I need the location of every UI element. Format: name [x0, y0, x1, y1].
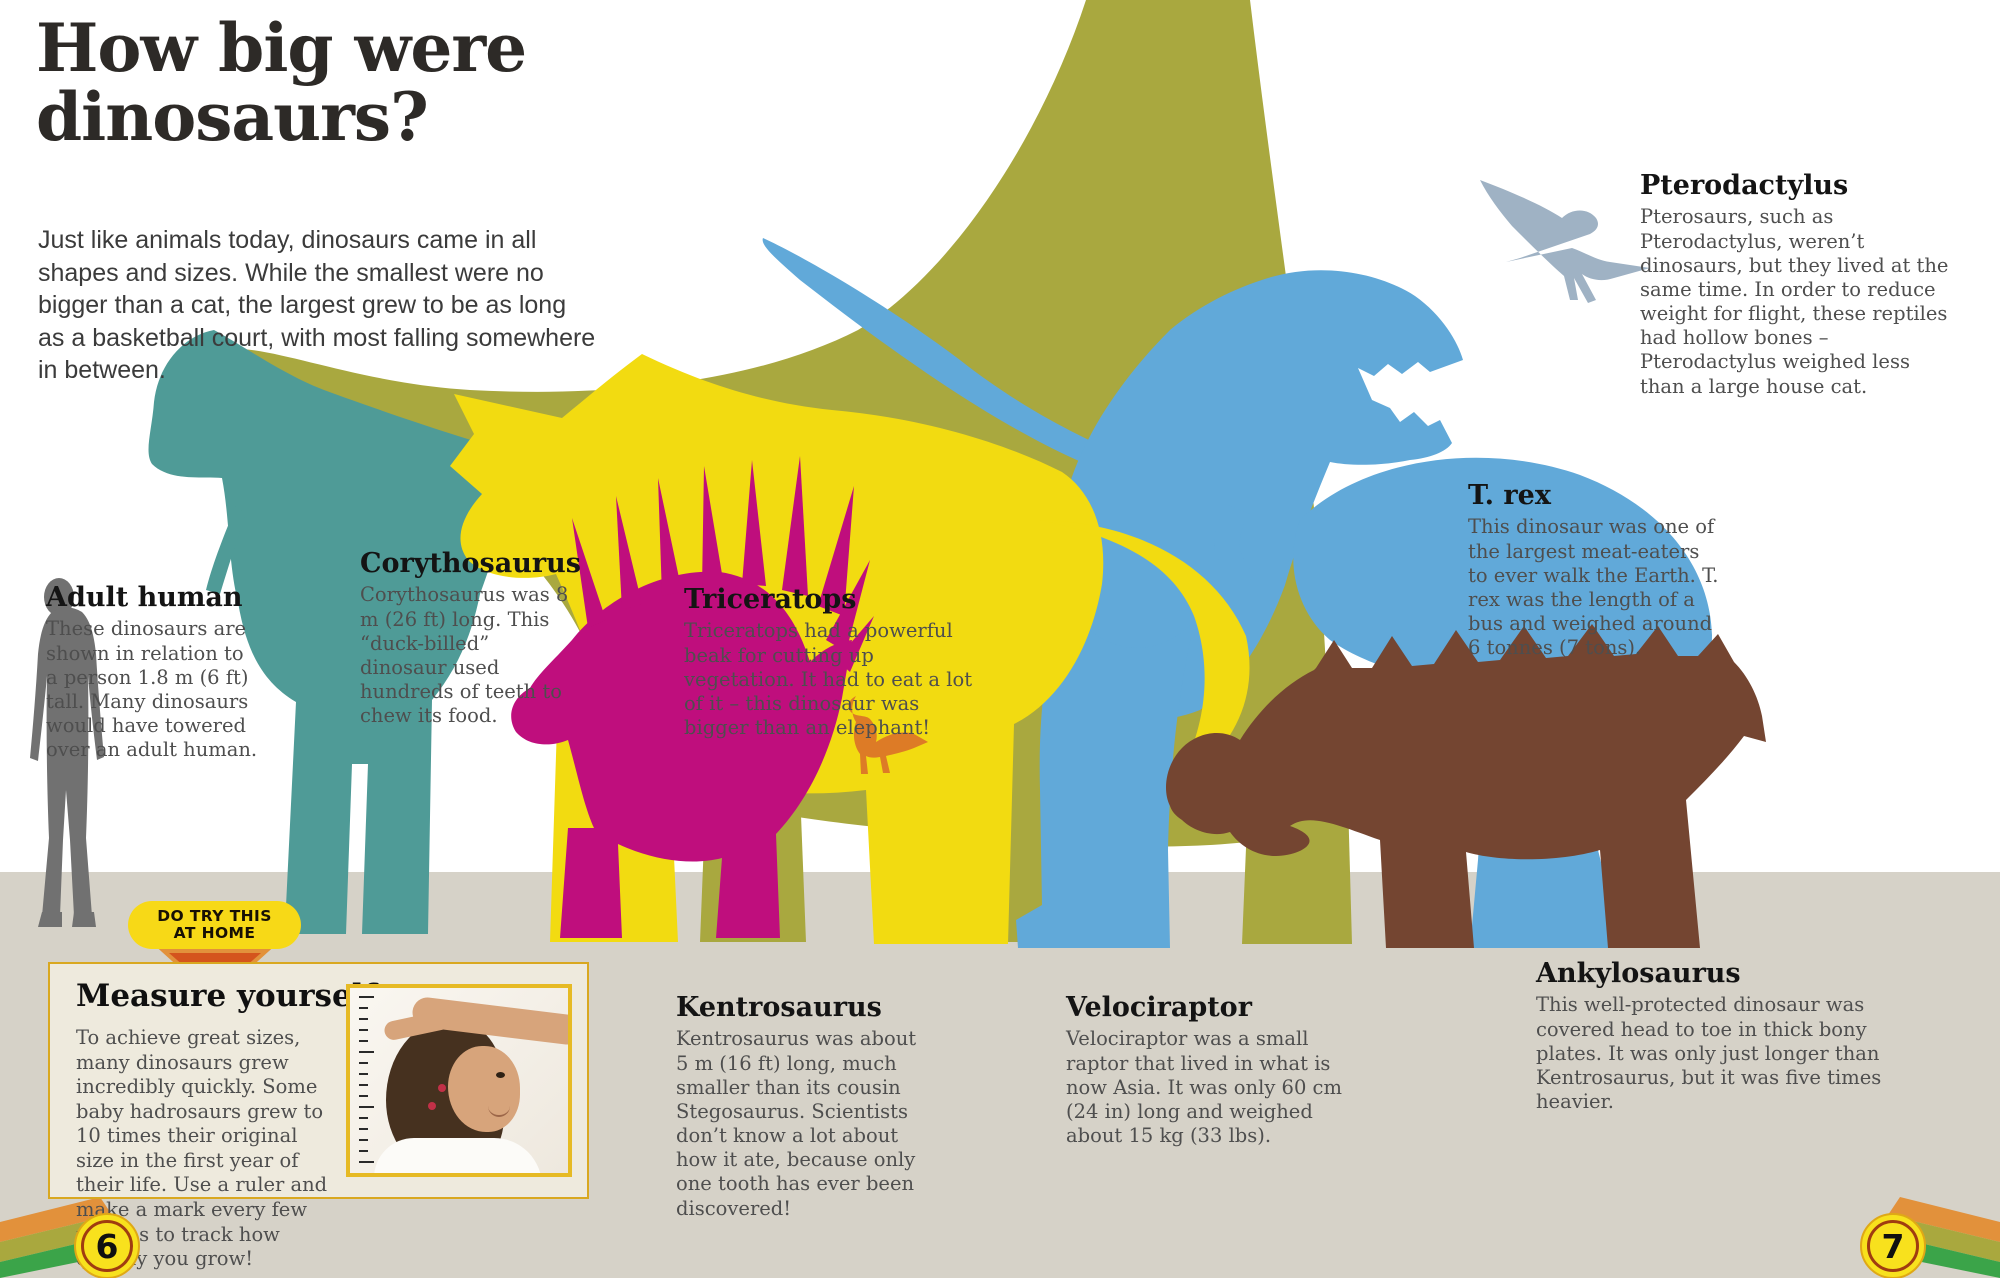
label-ankylosaurus: Ankylosaurus This well-protected dinosau… [1536, 958, 1910, 1114]
page-title: How big were dinosaurs? [36, 9, 527, 157]
label-pterodactylus-text: Pterosaurs, such as Pterodactylus, weren… [1640, 205, 1949, 398]
banner-line-2: AT HOME [173, 924, 256, 942]
label-ankylosaurus-text: This well-protected dinosaur was covered… [1536, 993, 1882, 1114]
banner-line-1: DO TRY THIS [157, 906, 272, 925]
velociraptor-silhouette [848, 696, 928, 774]
girl-shirt [374, 1138, 542, 1173]
label-triceratops-text: Triceratops had a powerful beak for cutt… [684, 619, 973, 740]
label-corythosaurus-text: Corythosaurus was 8 m (26 ft) long. This… [360, 583, 569, 728]
label-velociraptor-title: Velociraptor [1066, 992, 1252, 1023]
corner-stripe-orange-left [0, 1197, 112, 1242]
ruler-long-ticks [359, 996, 374, 1165]
label-corythosaurus-title: Corythosaurus [360, 548, 581, 579]
label-triceratops-title: Triceratops [684, 584, 857, 615]
activity-text: To achieve great sizes, many dinosaurs g… [76, 1026, 328, 1271]
badge-ring [81, 1220, 133, 1272]
page-number-badge-left: 6 [74, 1213, 140, 1278]
label-velociraptor-text: Velociraptor was a small raptor that liv… [1066, 1027, 1342, 1148]
label-ankylosaurus-title: Ankylosaurus [1536, 958, 1741, 989]
girl-eye [496, 1072, 505, 1078]
hair-clip [428, 1102, 436, 1110]
pterodactylus-silhouette [1480, 180, 1650, 303]
label-pterodactylus: Pterodactylus Pterosaurs, such as Pterod… [1640, 170, 1954, 399]
label-corythosaurus: Corythosaurus Corythosaurus was 8 m (26 … [360, 548, 581, 728]
corner-stripe-orange-right [1888, 1197, 2000, 1242]
girl-face [448, 1046, 520, 1132]
ankylosaurus-silhouette [1166, 624, 1766, 948]
label-kentrosaurus-text: Kentrosaurus was about 5 m (16 ft) long,… [676, 1027, 917, 1220]
label-triceratops: Triceratops Triceratops had a powerful b… [684, 584, 986, 740]
intro-paragraph: Just like animals today, dinosaurs came … [38, 226, 596, 384]
badge-ring [1867, 1220, 1919, 1272]
do-try-this-banner: DO TRY THIS AT HOME [128, 901, 301, 949]
page-number-badge-right: 7 [1860, 1213, 1926, 1278]
label-adult-human: Adult human These dinosaurs are shown in… [46, 582, 261, 762]
label-t-rex: T. rex This dinosaur was one of the larg… [1468, 480, 1720, 660]
adult-human-silhouette [30, 578, 104, 927]
corythosaurus-silhouette [148, 330, 515, 934]
kentrosaurus-silhouette [511, 456, 874, 938]
hair-clip [438, 1084, 446, 1092]
label-adult-human-title: Adult human [46, 582, 243, 613]
measure-yourself-box: Measure yourself To achieve great sizes,… [48, 962, 589, 1270]
label-velociraptor: Velociraptor Velociraptor was a small ra… [1066, 992, 1348, 1148]
label-adult-human-text: These dinosaurs are shown in relation to… [46, 617, 258, 762]
label-t-rex-title: T. rex [1468, 480, 1551, 511]
page-number-right: 7 [1881, 1226, 1905, 1266]
label-t-rex-text: This dinosaur was one of the largest mea… [1468, 515, 1719, 660]
measuring-photo [346, 984, 572, 1177]
label-pterodactylus-title: Pterodactylus [1640, 170, 1849, 201]
label-kentrosaurus-title: Kentrosaurus [676, 992, 882, 1023]
label-kentrosaurus: Kentrosaurus Kentrosaurus was about 5 m … [676, 992, 928, 1221]
page-number-left: 6 [95, 1226, 119, 1266]
activity-heading: Measure yourself [76, 978, 377, 1014]
girl-smile [488, 1104, 510, 1117]
